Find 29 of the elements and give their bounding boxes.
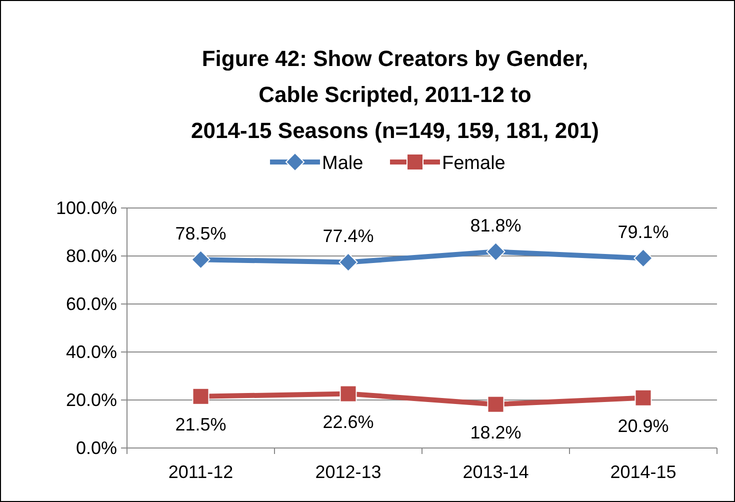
point xyxy=(634,248,653,268)
x-tick-label: 2012-13 xyxy=(315,462,382,482)
point xyxy=(487,396,504,413)
point xyxy=(192,388,210,405)
legend-label: Male xyxy=(322,153,364,174)
data-label: 77.4% xyxy=(322,226,374,246)
y-tick-label: 60.0% xyxy=(66,294,117,314)
x-tick-label: 2014-15 xyxy=(610,462,676,482)
legend-label: Female xyxy=(442,153,506,174)
data-label: 21.5% xyxy=(175,414,226,434)
y-tick-label: 100.0% xyxy=(56,198,117,218)
y-tick-label: 0.0% xyxy=(76,438,117,458)
data-label: 18.2% xyxy=(470,422,522,442)
y-tick-label: 20.0% xyxy=(66,390,117,410)
y-tick-label: 80.0% xyxy=(66,246,117,266)
point xyxy=(634,389,652,406)
y-tick-label: 40.0% xyxy=(66,342,117,362)
point xyxy=(338,252,358,272)
data-label: 79.1% xyxy=(618,222,669,242)
x-tick-label: 2011-12 xyxy=(168,462,234,482)
point xyxy=(486,242,506,262)
data-label: 20.9% xyxy=(618,416,669,436)
data-label: 81.8% xyxy=(470,216,522,236)
data-label: 22.6% xyxy=(322,412,374,432)
x-tick-label: 2013-14 xyxy=(462,462,529,482)
point xyxy=(191,250,210,270)
point xyxy=(340,385,357,402)
chart-title: Figure 42: Show Creators by Gender, Cable Scripted, 2011-12 to 2014-15 Seasons (n=149, 159, 181, 201) xyxy=(191,46,599,143)
data-label: 78.5% xyxy=(175,224,226,244)
